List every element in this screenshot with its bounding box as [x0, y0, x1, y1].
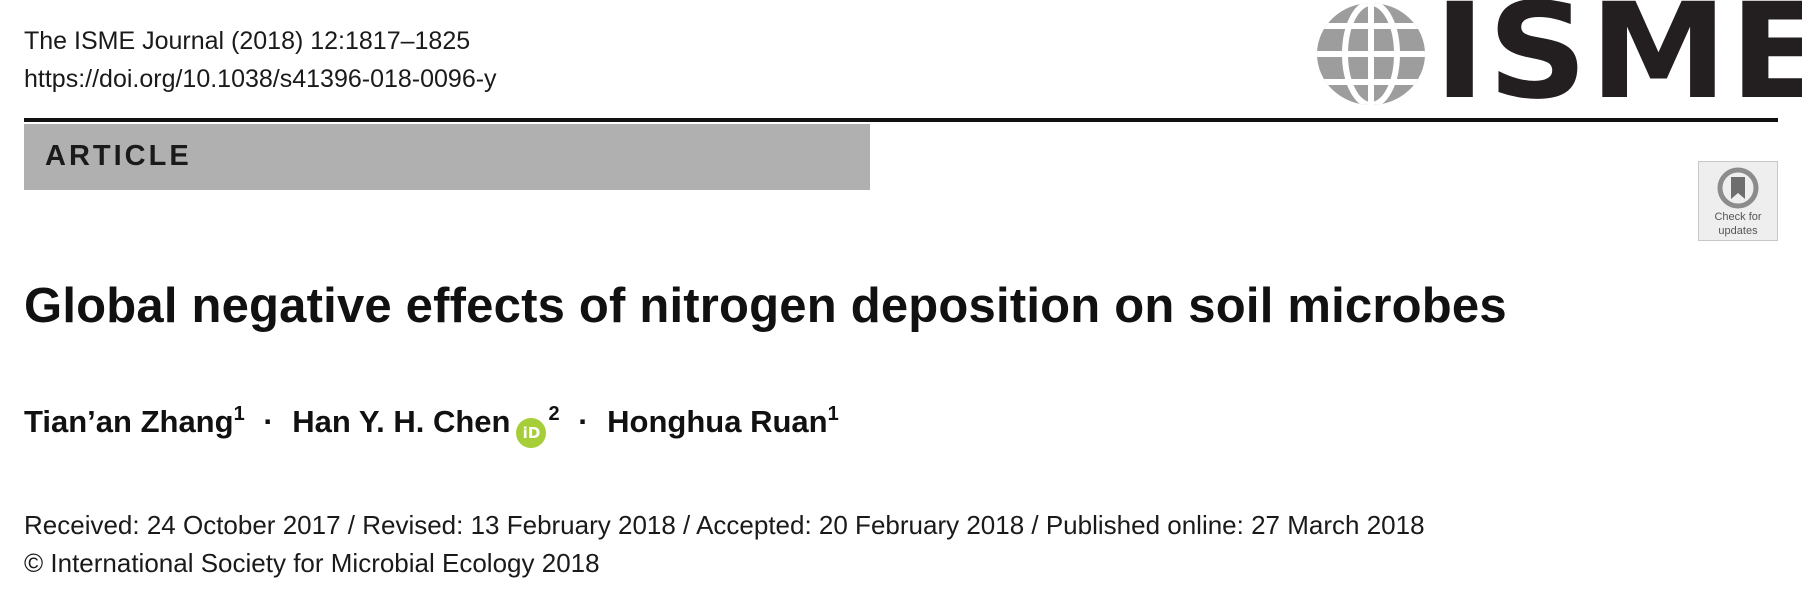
affiliation-marker: 2: [548, 403, 560, 425]
journal-citation: The ISME Journal (2018) 12:1817–1825: [24, 27, 471, 55]
copyright-line: © International Society for Microbial Ec…: [24, 548, 600, 578]
check-updates-line2: updates: [1718, 225, 1758, 237]
author-separator: ·: [263, 404, 274, 439]
check-updates-line1: Check for: [1714, 211, 1762, 223]
section-banner: ARTICLE: [24, 124, 870, 190]
check-for-updates-button[interactable]: Check for updates: [1698, 161, 1778, 241]
journal-reference: The ISME Journal (2018) 12:1817–1825 htt…: [24, 22, 497, 98]
globe-icon: [1317, 3, 1425, 105]
author-list: Tian’an Zhang1 · Han Y. H. Chen iD2 · Hon…: [24, 400, 839, 448]
doi-link[interactable]: https://doi.org/10.1038/s41396-018-0096-…: [24, 65, 497, 93]
author-name[interactable]: Han Y. H. Chen: [292, 404, 511, 439]
author-separator: ·: [578, 404, 589, 439]
publication-history: Received: 24 October 2017 / Revised: 13 …: [24, 506, 1425, 582]
affiliation-marker: 1: [233, 403, 245, 425]
article-title: Global negative effects of nitrogen depo…: [24, 279, 1507, 333]
bookmark-refresh-icon: [1717, 167, 1759, 209]
dates-line: Received: 24 October 2017 / Revised: 13 …: [24, 510, 1425, 540]
logo-wordmark: ISME: [1434, 0, 1802, 129]
orcid-icon[interactable]: iD: [516, 418, 547, 448]
author-name[interactable]: Honghua Ruan: [607, 404, 828, 439]
header-rule: [24, 118, 1778, 122]
author-name[interactable]: Tian’an Zhang: [24, 404, 234, 439]
affiliation-marker: 1: [827, 403, 839, 425]
section-label: ARTICLE: [45, 140, 192, 172]
